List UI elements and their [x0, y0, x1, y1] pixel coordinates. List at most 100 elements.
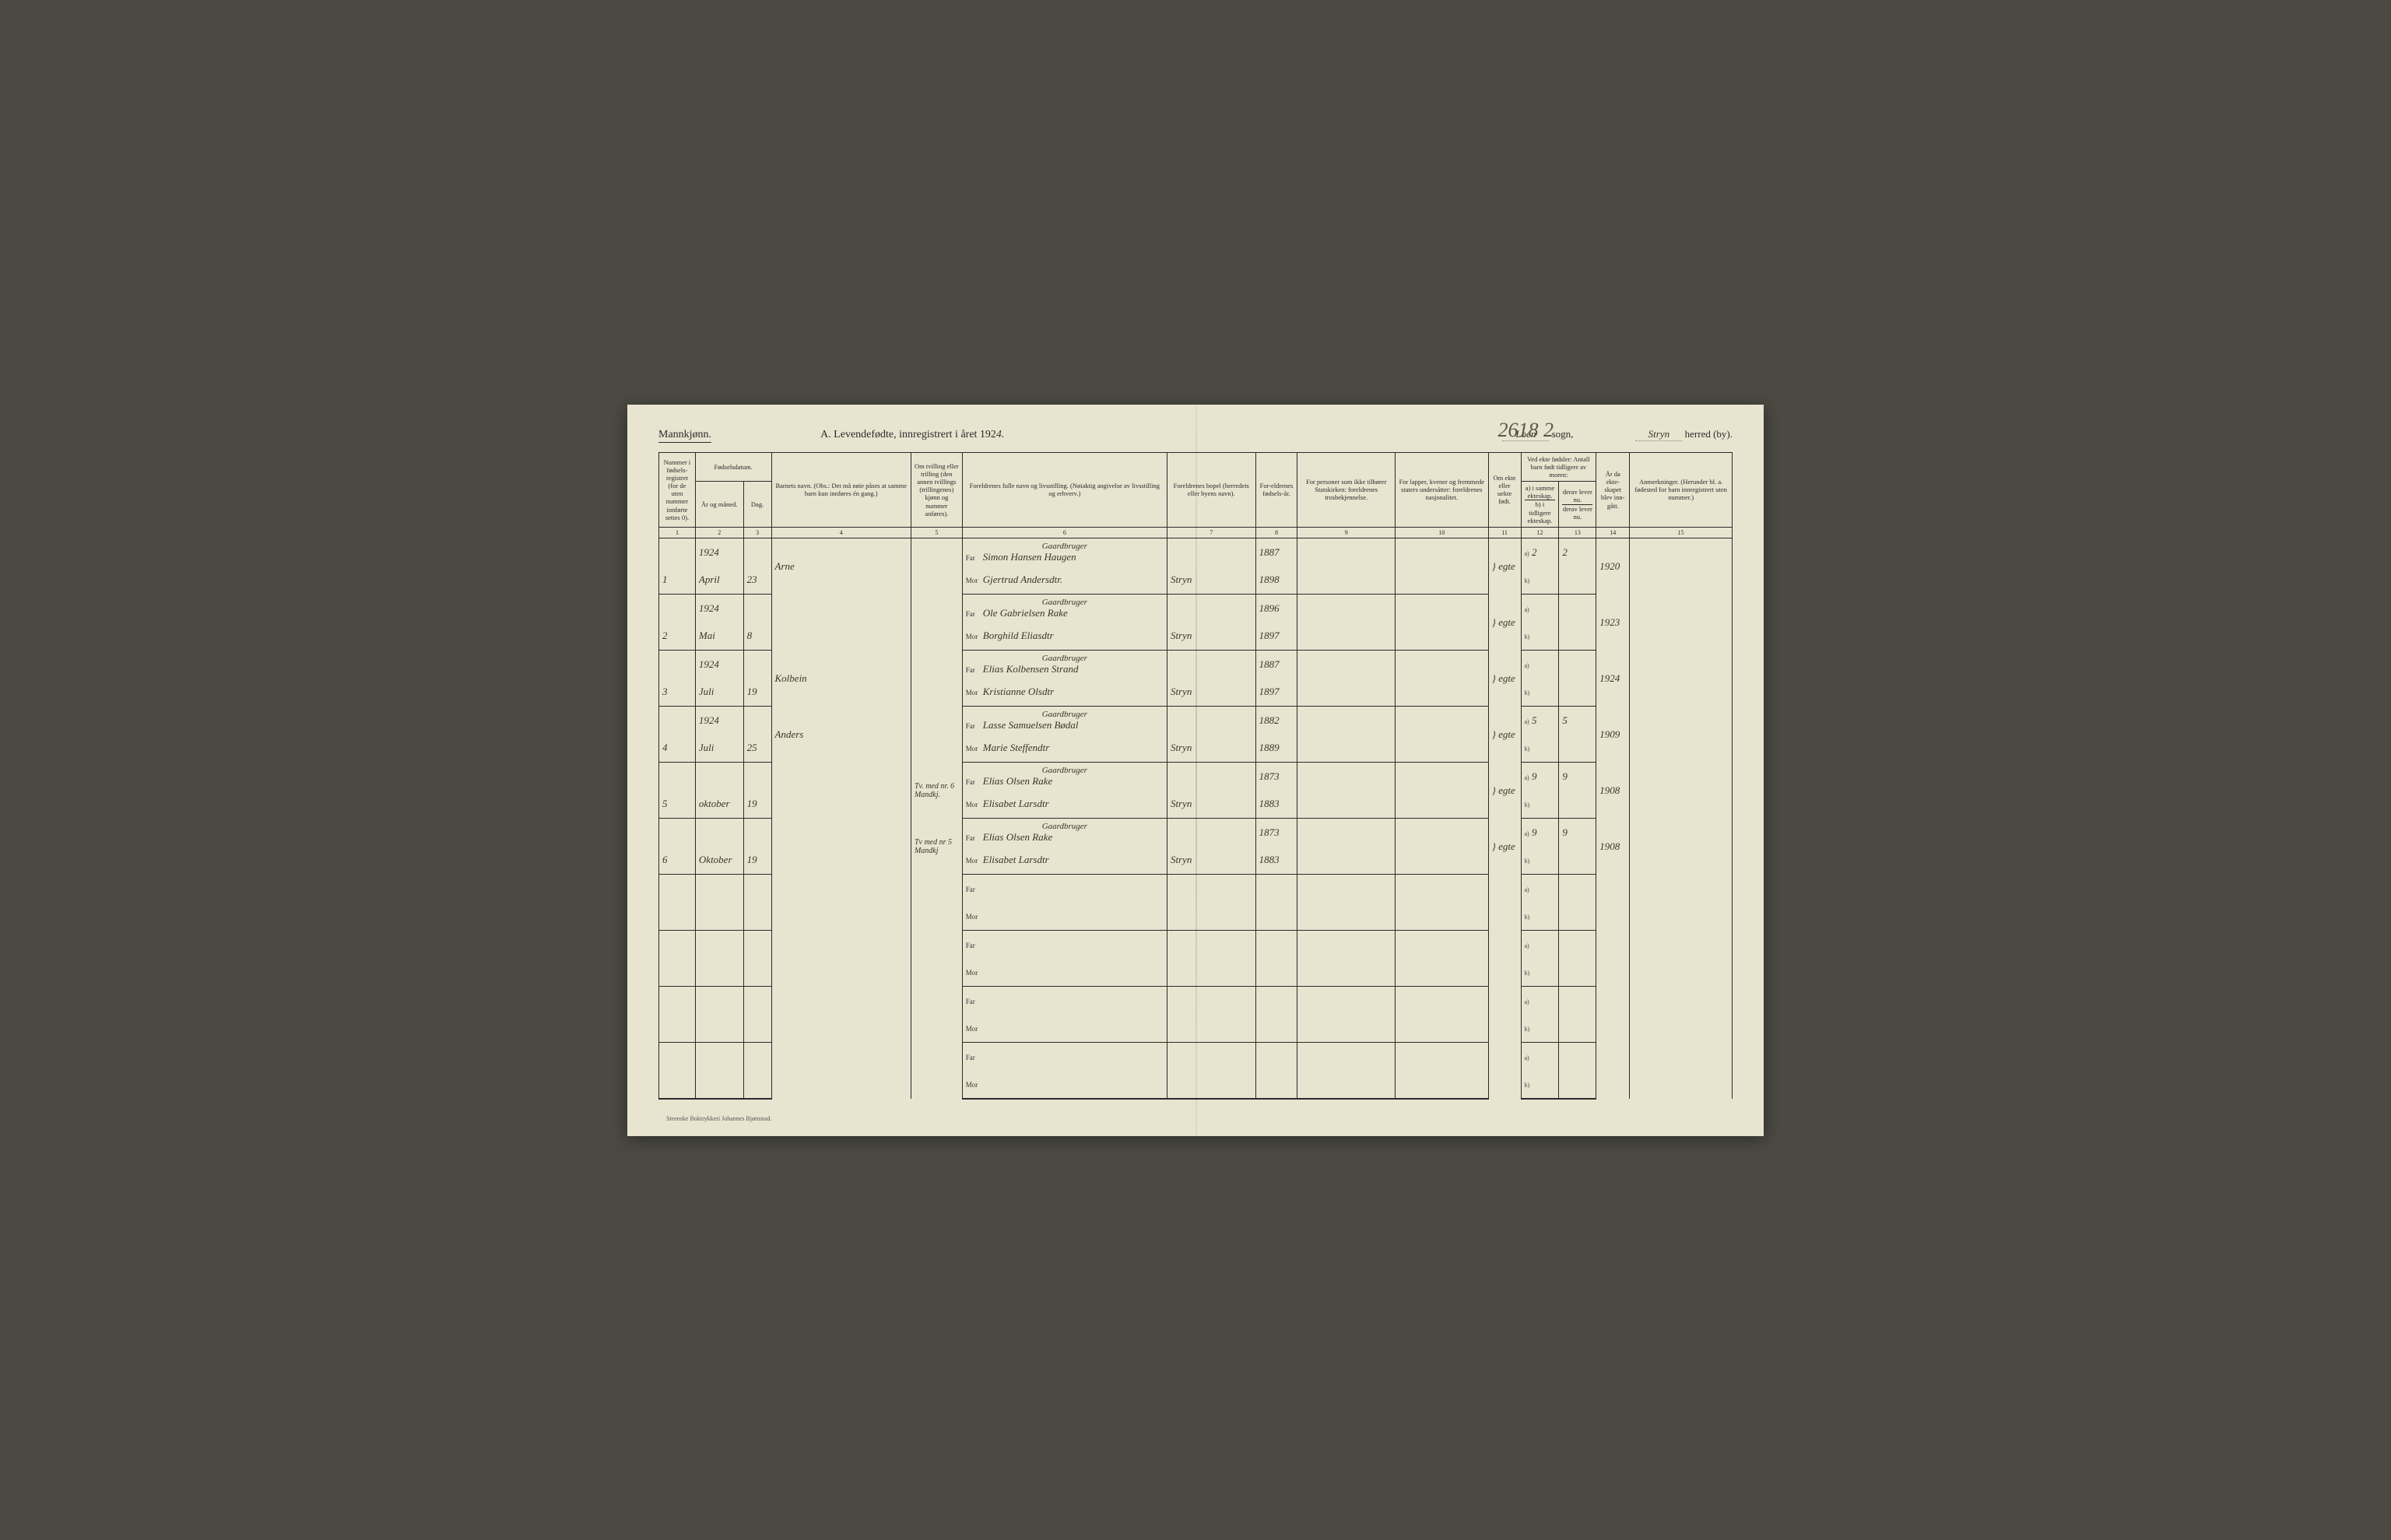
cell-day-blank	[743, 538, 771, 567]
cell-a: a)	[1521, 651, 1559, 679]
title-prefix: A. Levendefødte, innregistrert i året 19…	[820, 429, 996, 440]
cell-marriage-year	[1596, 987, 1630, 1043]
annotation-top: 2618 2	[1498, 419, 1554, 442]
cell-bopel-blank	[1167, 595, 1255, 623]
cell-nation	[1396, 875, 1489, 903]
cell-a-lev	[1559, 875, 1596, 903]
cell-month	[695, 1015, 743, 1043]
cell-mother-year	[1255, 959, 1297, 987]
cell-day-blank	[743, 1043, 771, 1071]
cell-relig	[1297, 763, 1396, 791]
cell-a: a)	[1521, 1043, 1559, 1071]
cell-num	[659, 651, 696, 679]
cell-father-year: 1873	[1255, 763, 1297, 791]
cell-day-blank	[743, 651, 771, 679]
col-header-2-group: Fødselsdatum.	[695, 452, 771, 482]
cell-twin: Tv med nr 5 Mandkj	[911, 819, 962, 875]
table-row: 1924 Anders GaardbrugerFarLasse Samuelse…	[659, 707, 1733, 735]
cell-marriage-year: 1908	[1596, 819, 1630, 875]
cell-remarks	[1630, 1043, 1733, 1099]
cell-month: Juli	[695, 735, 743, 763]
cell-father-year	[1255, 875, 1297, 903]
cell-relig	[1297, 651, 1396, 679]
table-body: 1 2 3 4 5 6 7 8 9 10 11 12 13 14 15 1924…	[659, 528, 1733, 1099]
cell-father: GaardbrugerFarSimon Hansen Haugen	[962, 538, 1167, 567]
cell-mother: MorBorghild Eliasdtr	[962, 623, 1167, 651]
header-13b-text: derav lever nu.	[1562, 504, 1592, 521]
cell-a-lev	[1559, 595, 1596, 623]
cell-twin	[911, 987, 962, 1043]
cell-mother-year	[1255, 1015, 1297, 1043]
cell-year	[695, 1043, 743, 1071]
col-header-4: Barnets navn. (Obs.: Det må nøie påses a…	[771, 452, 911, 528]
cell-day: 19	[743, 847, 771, 875]
cell-a-lev: 2	[1559, 538, 1596, 567]
cell-day: 8	[743, 623, 771, 651]
cell-bopel-blank	[1167, 763, 1255, 791]
cell-relig	[1297, 819, 1396, 847]
cell-month	[695, 959, 743, 987]
col-header-9: For personer som ikke tilhører Statskirk…	[1297, 452, 1396, 528]
cell-bopel-blank	[1167, 987, 1255, 1015]
page-title: A. Levendefødte, innregistrert i året 19…	[727, 429, 1487, 441]
cell-mother-year: 1889	[1255, 735, 1297, 763]
cell-bopel-blank	[1167, 1043, 1255, 1071]
colnum: 2	[695, 528, 743, 538]
cell-father-year: 1887	[1255, 538, 1297, 567]
cell-remarks	[1630, 987, 1733, 1043]
col-header-5: Om tvilling eller trilling (den annen tv…	[911, 452, 962, 528]
cell-bopel	[1167, 903, 1255, 931]
cell-mother: MorElisabet Larsdtr	[962, 791, 1167, 819]
cell-b-lev	[1559, 623, 1596, 651]
cell-b: b)	[1521, 791, 1559, 819]
cell-relig	[1297, 1015, 1396, 1043]
cell-relig	[1297, 931, 1396, 959]
cell-nation	[1396, 735, 1489, 763]
cell-remarks	[1630, 538, 1733, 595]
cell-nation	[1396, 903, 1489, 931]
cell-bopel: Stryn	[1167, 623, 1255, 651]
cell-num: 2	[659, 623, 696, 651]
cell-month	[695, 1071, 743, 1099]
cell-mother: MorElisabet Larsdtr	[962, 847, 1167, 875]
cell-month	[695, 903, 743, 931]
cell-ekte: } egte	[1488, 763, 1521, 819]
cell-twin	[911, 875, 962, 931]
cell-b: b)	[1521, 679, 1559, 707]
cell-father-year	[1255, 1043, 1297, 1071]
herred-label: herred (by).	[1685, 428, 1733, 440]
cell-nation	[1396, 651, 1489, 679]
col-header-3: Dag.	[743, 482, 771, 528]
cell-remarks	[1630, 707, 1733, 763]
cell-day: 25	[743, 735, 771, 763]
cell-day: 23	[743, 567, 771, 595]
cell-relig	[1297, 707, 1396, 735]
cell-child-name: Anders	[771, 707, 911, 763]
cell-ekte	[1488, 1043, 1521, 1099]
cell-father: GaardbrugerFarOle Gabrielsen Rake	[962, 595, 1167, 623]
cell-b-lev	[1559, 903, 1596, 931]
cell-relig	[1297, 791, 1396, 819]
cell-b-lev	[1559, 679, 1596, 707]
cell-mother: Mor	[962, 903, 1167, 931]
cell-child-name: Kolbein	[771, 651, 911, 707]
cell-twin	[911, 707, 962, 763]
cell-day-blank	[743, 707, 771, 735]
cell-mother: Mor	[962, 1015, 1167, 1043]
cell-child-name	[771, 1043, 911, 1099]
cell-a: a)	[1521, 595, 1559, 623]
colnum: 5	[911, 528, 962, 538]
cell-remarks	[1630, 931, 1733, 987]
header-row: Mannkjønn. A. Levendefødte, innregistrer…	[658, 428, 1733, 443]
cell-num	[659, 875, 696, 903]
cell-marriage-year: 1908	[1596, 763, 1630, 819]
cell-day-blank	[743, 595, 771, 623]
table-row: 1924 Arne GaardbrugerFarSimon Hansen Hau…	[659, 538, 1733, 567]
cell-num: 1	[659, 567, 696, 595]
cell-num	[659, 1071, 696, 1099]
cell-child-name	[771, 931, 911, 987]
cell-a: a) 9	[1521, 763, 1559, 791]
col-header-10: For lapper, kvener og fremmede staters u…	[1396, 452, 1489, 528]
ledger-table: Nummer i fødsels-registret (for de uten …	[658, 452, 1733, 1100]
table-row: Far a)	[659, 987, 1733, 1015]
